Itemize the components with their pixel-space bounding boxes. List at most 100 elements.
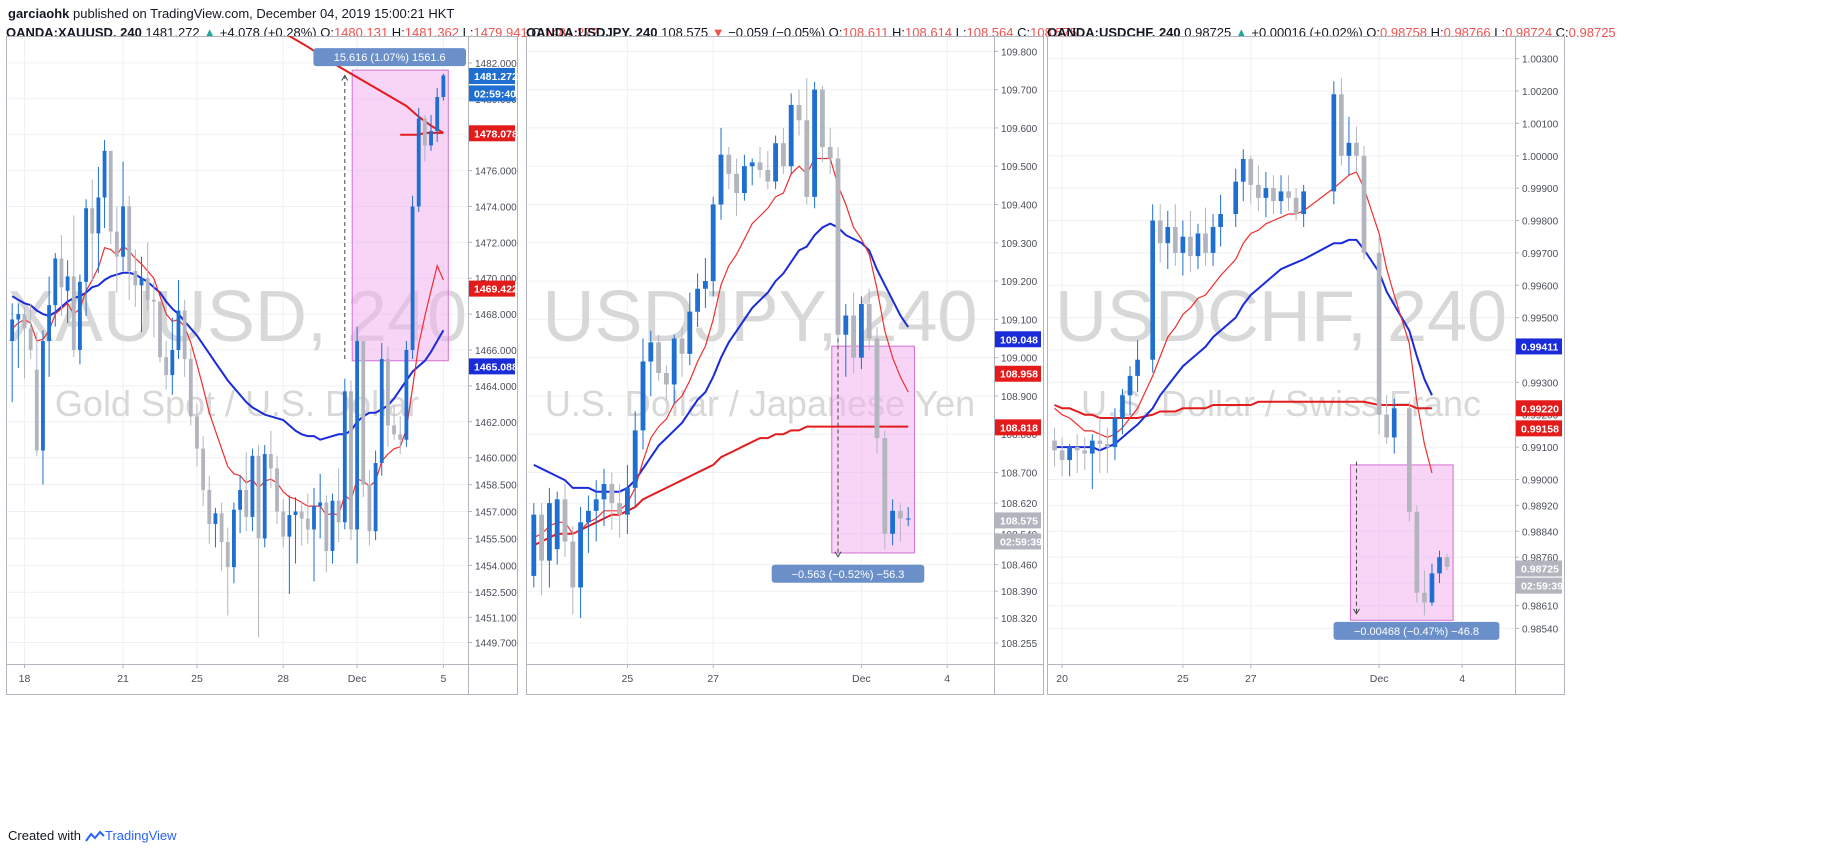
created-with-text: Created with	[8, 828, 81, 843]
price-label-bg	[1516, 400, 1562, 417]
close-value: 0.98725	[1568, 25, 1616, 40]
candle-body	[1271, 188, 1276, 202]
candle-body	[84, 208, 88, 282]
measure-box[interactable]	[1349, 464, 1454, 621]
candle-body	[127, 206, 132, 272]
candle-body	[827, 147, 833, 159]
low-label: L:	[462, 25, 474, 40]
candle	[796, 89, 802, 136]
price-tick-label: 109.300	[1001, 239, 1038, 250]
candle-body	[164, 357, 169, 376]
candle	[1406, 401, 1412, 522]
price-label-bg	[995, 533, 1041, 550]
candle-body	[355, 341, 360, 530]
candle-body	[1384, 414, 1390, 438]
candle	[336, 468, 341, 542]
measure-label[interactable]: 15.616 (1.07%) 1561.6	[313, 48, 466, 67]
ema-mid-line	[11, 271, 445, 441]
candle-body	[702, 281, 708, 289]
candle-body	[562, 499, 568, 542]
candle-body	[373, 463, 378, 532]
candle-body	[1097, 440, 1103, 444]
candle	[1195, 223, 1201, 270]
price-axis[interactable]	[994, 36, 1044, 665]
candle	[127, 195, 132, 300]
candle-body	[114, 231, 119, 257]
candle-body	[151, 299, 156, 302]
candle	[757, 147, 763, 178]
time-tick-label: 4	[1459, 673, 1465, 685]
candle	[843, 304, 849, 377]
candle	[416, 107, 421, 212]
measure-box[interactable]	[351, 69, 449, 362]
candle-body	[726, 154, 732, 174]
candle-body	[1059, 450, 1065, 461]
measure-label[interactable]: −0.563 (−0.52%) −56.3	[771, 564, 925, 583]
candle	[268, 430, 273, 489]
price-tick-label: 1462.000	[475, 418, 517, 429]
price-tick-label: 108.320	[1001, 614, 1038, 625]
candle-body	[554, 499, 560, 550]
price-tick-label: 108.900	[1001, 392, 1038, 403]
price-label: 1469.422	[469, 280, 518, 297]
time-axis[interactable]	[526, 664, 995, 695]
chart-panel-usdjpy[interactable]: OANDA:USDJPY, 240 108.575 ▼ −0.059 (−0.0…	[526, 22, 1077, 702]
time-tick-label: 18	[19, 673, 31, 685]
candle	[429, 114, 433, 151]
candle-body	[695, 288, 701, 312]
candle-body	[170, 350, 175, 376]
candle-body	[1361, 155, 1367, 253]
candle-body	[1444, 557, 1450, 567]
candle	[640, 338, 646, 450]
candle-body	[617, 503, 623, 515]
candle	[593, 480, 599, 542]
publish-info: published on TradingView.com, December 0…	[73, 6, 455, 21]
candle-body	[10, 319, 15, 342]
chart-panel-usdchf[interactable]: OANDA:USDCHF, 240 0.98725 ▲ +0.00016 (+0…	[1047, 22, 1616, 702]
candle	[835, 147, 841, 347]
candle-body	[757, 162, 763, 171]
time-axis[interactable]	[6, 664, 469, 695]
price-tick-label: 1470.000	[475, 274, 517, 285]
candle-body	[858, 304, 864, 358]
candle	[59, 235, 64, 316]
candle-body	[330, 500, 335, 551]
publish-header: garciaohk published on TradingView.com, …	[8, 4, 454, 24]
candle	[1180, 220, 1186, 276]
candle	[695, 273, 701, 328]
candle-body	[1286, 191, 1291, 198]
price-label: 02:59:39	[1516, 577, 1563, 594]
candle	[702, 258, 708, 308]
price-tick-label: 0.99000	[1522, 475, 1559, 486]
watermark-symbol: USDCHF, 240	[1055, 277, 1507, 357]
publisher-name[interactable]: garciaohk	[8, 6, 70, 21]
price-label-bg	[1516, 577, 1562, 594]
candle	[710, 196, 716, 297]
candle-body	[182, 310, 187, 359]
candle-body	[78, 281, 82, 350]
price-label-text: 02:59:39	[1000, 536, 1042, 548]
candle	[617, 484, 623, 538]
candle-body	[195, 416, 199, 449]
measure-box[interactable]	[831, 345, 915, 554]
measure-label[interactable]: −0.00468 (−0.47%) −46.8	[1333, 621, 1500, 640]
time-axis[interactable]	[1047, 664, 1516, 695]
candle-body	[624, 487, 630, 515]
chart-panel-xauusd[interactable]: OANDA:XAUUSD, 240 1481.272 ▲ +4.078 (+0.…	[6, 22, 599, 702]
price-label-text: 1465.088	[474, 361, 518, 373]
chart-svg[interactable]: USDCHF, 240 U.S. Dollar / Swiss Franc −0.0…	[1047, 36, 1565, 696]
tradingview-logo[interactable]: TradingView	[85, 826, 177, 846]
candle-body	[108, 150, 113, 232]
price-label-text: 1478.078	[474, 128, 518, 140]
candle	[441, 73, 446, 101]
candle-body	[367, 484, 372, 532]
candle-body	[1240, 159, 1246, 182]
price-label-bg	[469, 85, 515, 102]
candle	[114, 206, 119, 293]
candle-body	[398, 434, 403, 440]
candle	[361, 341, 366, 498]
candle	[1248, 155, 1254, 205]
candle-body	[1422, 592, 1427, 603]
